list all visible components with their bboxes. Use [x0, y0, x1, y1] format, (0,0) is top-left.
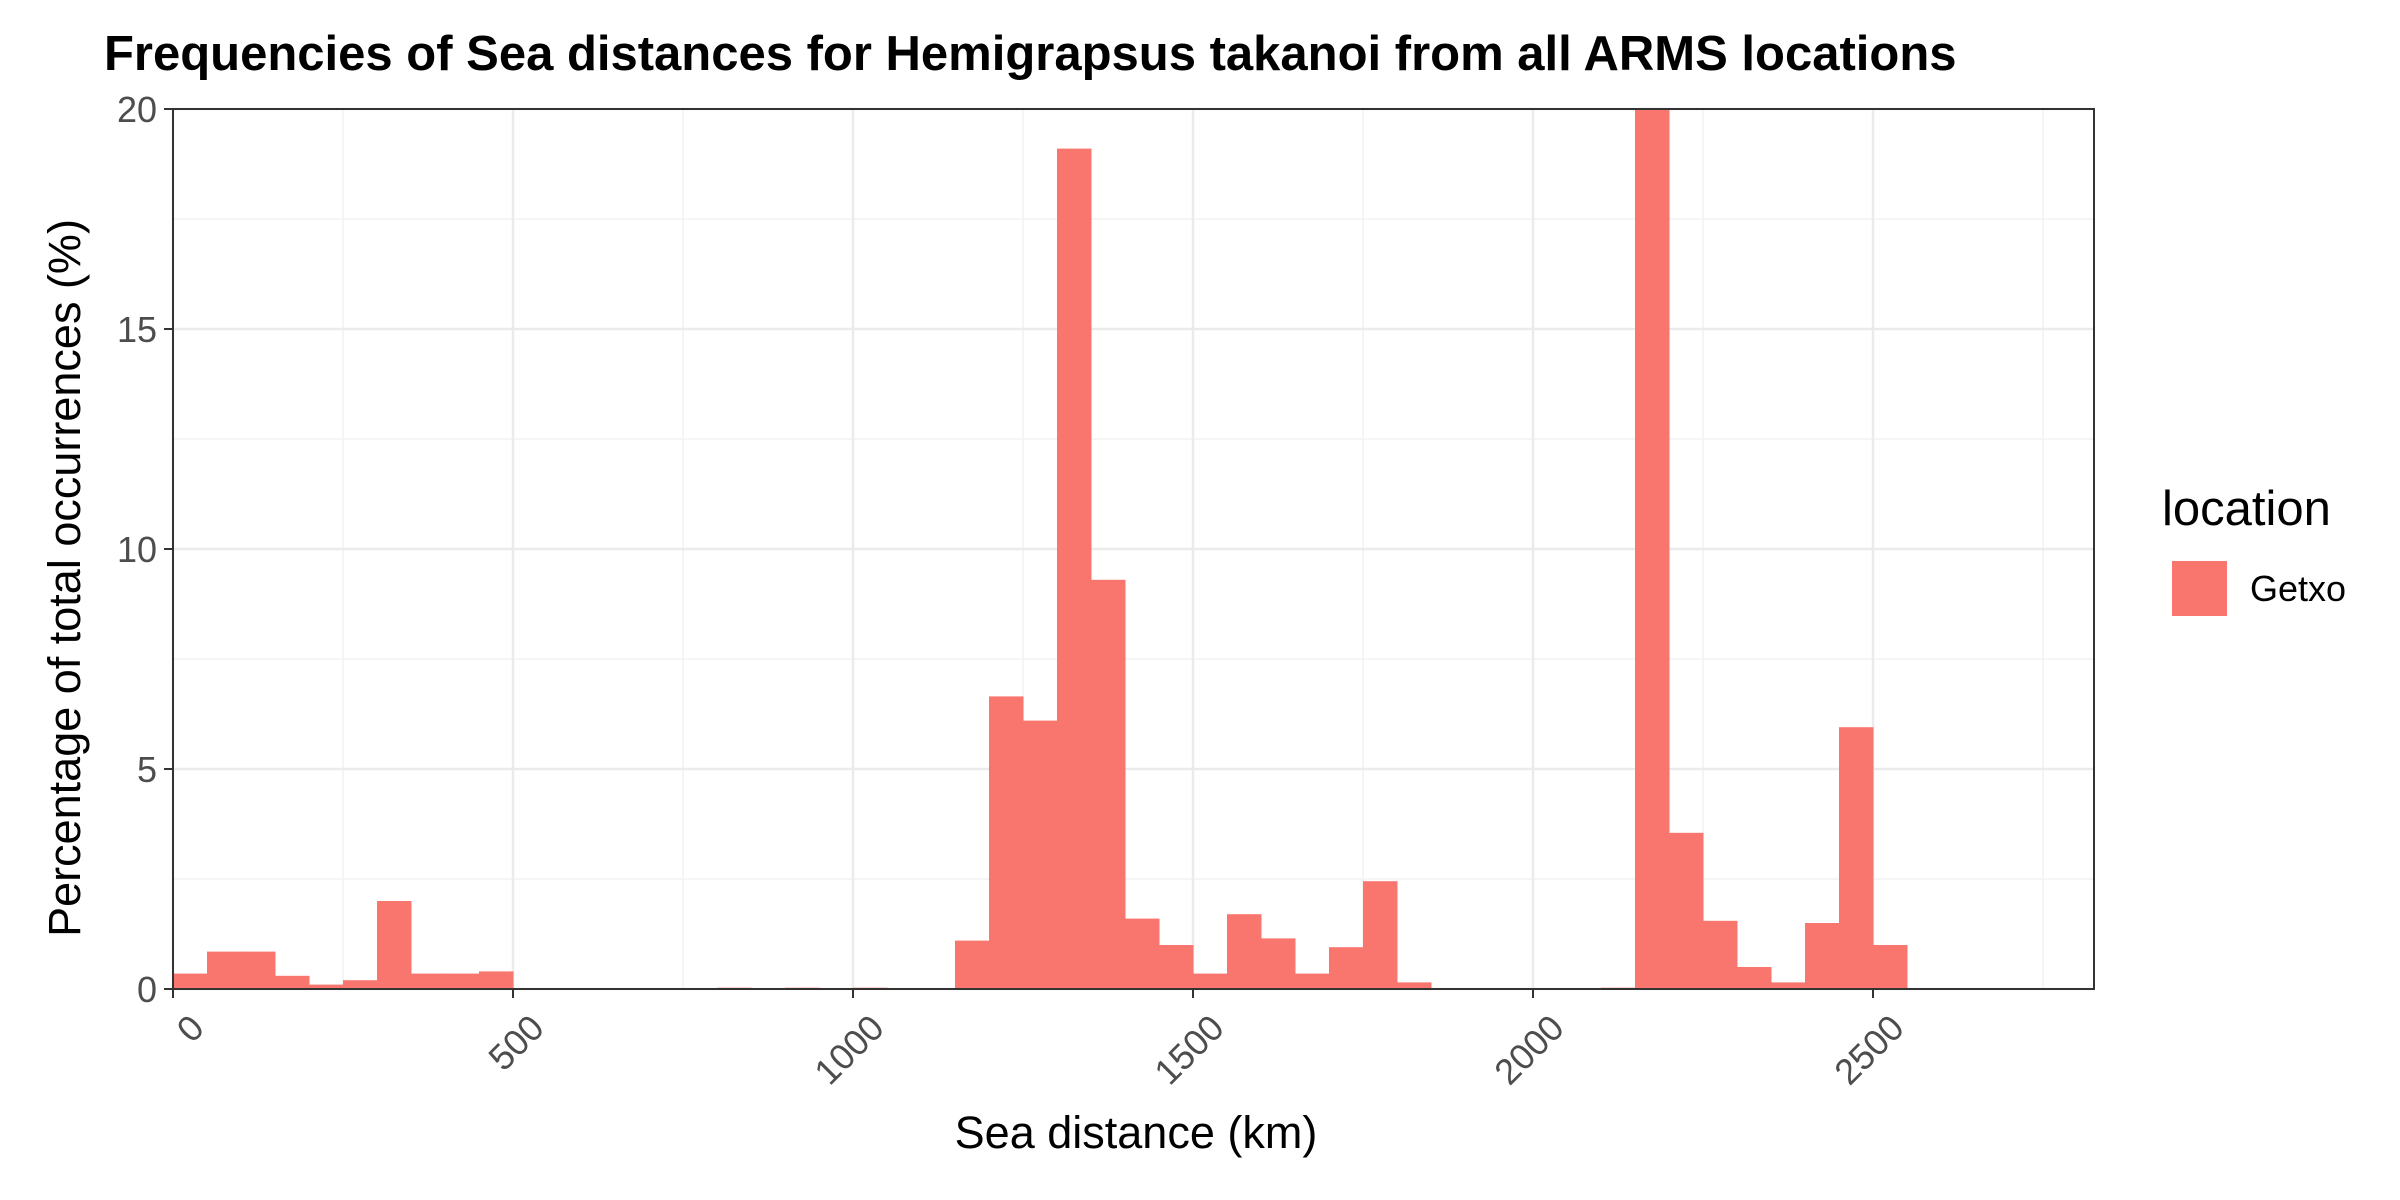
x-axis-title: Sea distance (km): [955, 1107, 1318, 1158]
histogram-bar: [1669, 832, 1704, 989]
histogram-bar: [955, 940, 990, 989]
histogram-bar: [1091, 579, 1126, 989]
histogram-bar: [275, 975, 310, 989]
histogram-bar: [445, 973, 480, 989]
histogram-bar: [989, 696, 1024, 989]
legend-label-getxo: Getxo: [2250, 568, 2346, 609]
y-axis-title: Percentage of total occurrences (%): [39, 219, 90, 937]
histogram-bar: [1023, 720, 1058, 989]
histogram-bar: [343, 980, 378, 989]
histogram-bar: [207, 951, 242, 989]
histogram-bar: [1159, 945, 1194, 989]
histogram-bar: [411, 973, 446, 989]
histogram-bar: [1227, 914, 1262, 989]
histogram-bar: [1329, 947, 1364, 989]
histogram-bar: [241, 951, 276, 989]
histogram-bar: [173, 973, 208, 989]
histogram-bar: [1805, 923, 1840, 989]
histogram-bar: [1873, 945, 1908, 989]
histogram-bar: [1397, 982, 1432, 989]
histogram-bar: [1125, 918, 1160, 989]
histogram-bar: [377, 901, 412, 989]
histogram-bar: [1261, 938, 1296, 989]
y-tick-label: 20: [117, 89, 157, 130]
histogram-bar: [309, 984, 344, 989]
histogram-bar: [1295, 973, 1330, 989]
bars: [173, 109, 1908, 990]
histogram-bar: [1737, 967, 1772, 989]
histogram-bar: [1771, 982, 1806, 989]
y-tick-label: 5: [137, 749, 157, 790]
histogram-bar: [1057, 148, 1092, 990]
y-tick-label: 0: [137, 969, 157, 1010]
legend-key-getxo: [2172, 561, 2227, 616]
histogram-bar: [1363, 881, 1398, 989]
histogram-bar: [1839, 727, 1874, 989]
chart-title: Frequencies of Sea distances for Hemigra…: [104, 27, 1957, 81]
y-tick-label: 10: [117, 529, 157, 570]
legend: location Getxo: [2162, 482, 2346, 616]
y-tick-label: 15: [117, 309, 157, 350]
y-axis: 0 5 10 15 20: [117, 89, 173, 1010]
histogram-bar: [1703, 920, 1738, 989]
histogram-bar: [1635, 109, 1670, 989]
legend-title: location: [2162, 482, 2331, 536]
histogram-bar: [479, 971, 514, 989]
histogram-bar: [1193, 973, 1228, 989]
